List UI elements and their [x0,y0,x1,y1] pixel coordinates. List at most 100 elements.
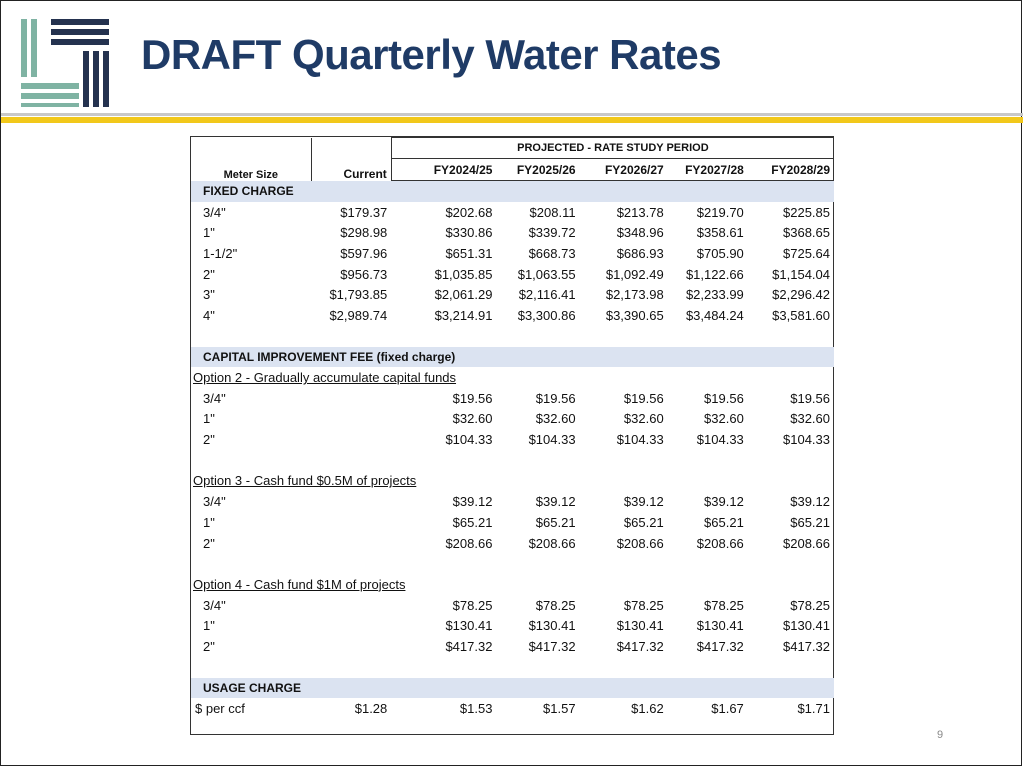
projected-rate: $19.56 [790,390,830,406]
year-header: FY2024/25 [390,158,497,181]
fixed-charge-row: 4" $2,989.74 $3,214.91 $3,300.86 $3,390.65 $3… [191,305,834,326]
projected-rate: $208.66 [616,535,664,551]
current-rate-empty [311,615,391,636]
option-header-row: Option 2 - Gradually accumulate capital … [191,367,834,388]
projected-rate: $130.41 [616,618,664,634]
fixed-charge-row: 3/4" $179.37 $202.68 $208.11 $213.78 $219.70 $… [191,202,834,223]
projected-rate: $65.21 [790,514,830,530]
projected-rate: $651.31 [445,245,493,261]
projected-rate: $417.32 [528,638,576,654]
projected-rate: $39.12 [623,494,664,510]
meter-size: 2" [203,432,215,448]
projected-rate: $2,296.42 [772,287,830,303]
projected-rate: $686.93 [616,245,664,261]
projected-rate: $78.25 [452,597,493,613]
projected-rate: $330.86 [445,225,493,241]
header-accent-bar [1,117,1023,123]
current-rate: $179.37 [340,204,388,220]
spacer-row [191,657,834,678]
projected-rate: $39.12 [790,494,830,510]
spacer-row [191,326,834,347]
option-label: Option 3 - Cash fund $0.5M of projects [193,473,417,489]
projected-rate: $1.71 [797,701,830,717]
projected-rate: $1,154.04 [772,266,830,282]
projected-rate: $2,173.98 [605,287,664,303]
projected-rate: $130.41 [783,618,830,634]
projected-rate: $208.11 [529,204,576,220]
projected-rate: $417.32 [696,638,744,654]
projected-rate: $3,300.86 [517,307,576,323]
section-fixed-charge: FIXED CHARGE [191,180,834,202]
projected-rate: $358.61 [696,225,744,241]
projected-rate: $3,390.65 [605,307,664,323]
section-label: FIXED CHARGE [191,180,834,202]
projected-rate: $19.56 [704,390,744,406]
projected-rate: $104.33 [616,432,664,448]
projected-rate: $208.66 [783,535,830,551]
current-rate: $298.98 [340,225,388,241]
projected-rate: $202.68 [445,204,493,220]
projected-rate: $78.25 [623,597,664,613]
spacer-row [191,553,834,574]
projected-rate: $1.62 [631,701,664,717]
capital-fee-row: 2" $208.66 $208.66 $208.66 $208.66 $208.66 [191,533,834,554]
section-usage-charge: USAGE CHARGE [191,677,834,699]
projected-rate: $1,035.85 [434,266,493,282]
section-label: USAGE CHARGE [191,677,834,699]
year-header: FY2026/27 [579,158,668,181]
meter-size: 3/4" [203,494,226,510]
projected-rate: $130.41 [696,618,744,634]
projected-rate: $3,214.91 [434,307,493,323]
projected-rate: $1,092.49 [605,266,664,282]
current-rate: $956.73 [340,266,388,282]
meter-size: 1" [203,514,215,530]
projected-rate: $368.65 [783,225,830,241]
projected-rate: $32.60 [790,411,830,427]
projected-rate: $225.85 [783,204,830,220]
header-blank [311,137,392,159]
meter-size: 1-1/2" [203,245,238,261]
meter-size: 3" [203,287,215,303]
page-number: 9 [937,729,944,741]
projected-rate: $19.56 [452,390,493,406]
capital-fee-row: 3/4" $39.12 $39.12 $39.12 $39.12 $39.12 [191,491,834,512]
header-blank [191,137,312,159]
page-title: DRAFT Quarterly Water Rates [141,31,722,78]
rates-table: PROJECTED - RATE STUDY PERIOD Meter Size C… [191,137,834,719]
spacer [191,450,834,471]
meter-size: 3/4" [203,204,226,220]
projected-rate: $39.12 [704,494,744,510]
projected-rate: $104.33 [696,432,744,448]
fixed-charge-row: 3" $1,793.85 $2,061.29 $2,116.41 $2,173.98 $2… [191,284,834,305]
spacer [191,553,834,574]
meter-size: 1" [203,618,215,634]
year-header: FY2025/26 [496,158,580,181]
projected-rate: $348.96 [616,225,664,241]
projected-rate: $32.60 [452,411,493,427]
projected-rate: $2,233.99 [685,287,744,303]
capital-fee-row: 1" $65.21 $65.21 $65.21 $65.21 $65.21 [191,512,834,533]
projected-rate: $417.32 [445,638,493,654]
spacer [191,326,834,347]
meter-size: 3/4" [203,390,226,406]
current-rate: $597.96 [340,245,388,261]
option-header-row: Option 3 - Cash fund $0.5M of projects [191,471,834,492]
current-rate: $1.28 [354,701,388,717]
current-rate-empty [311,491,391,512]
section-capital-fee: CAPITAL IMPROVEMENT FEE (fixed charge) [191,346,834,368]
fixed-charge-row: 1-1/2" $597.96 $651.31 $668.73 $686.93 $705.9… [191,243,834,264]
capital-fee-row: 1" $130.41 $130.41 $130.41 $130.41 $130.41 [191,615,834,636]
projected-rate: $1,122.66 [685,266,744,282]
current-rate-empty [311,533,391,554]
projected-rate: $32.60 [704,411,744,427]
projected-rate: $219.70 [696,204,744,220]
projected-rate: $32.60 [623,411,664,427]
current-rate-empty [311,429,391,450]
projected-rate: $417.32 [783,638,830,654]
projected-rate: $39.12 [452,494,493,510]
capital-fee-row: 3/4" $19.56 $19.56 $19.56 $19.56 $19.56 [191,388,834,409]
projected-rate: $213.78 [616,204,664,220]
fixed-charge-row: 1" $298.98 $330.86 $339.72 $348.96 $358.61 $36… [191,222,834,243]
header-divider [1,113,1023,116]
